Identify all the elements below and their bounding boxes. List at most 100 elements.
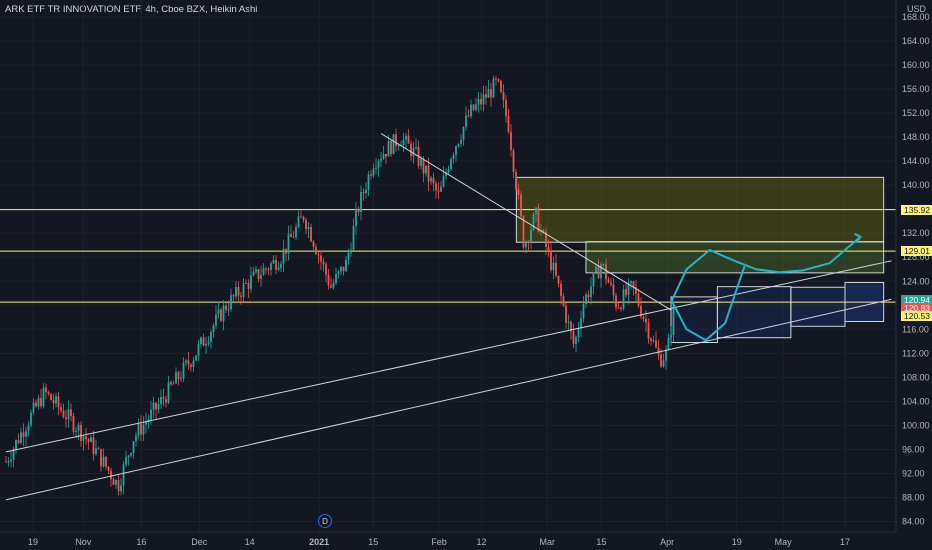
candle-body xyxy=(667,337,670,350)
candle-body xyxy=(57,396,60,408)
candle-body xyxy=(210,331,212,342)
candle-body xyxy=(115,479,117,485)
projection-curve[interactable] xyxy=(670,236,862,303)
candle-body xyxy=(332,283,335,288)
candle-body xyxy=(87,439,90,442)
lower-channel-line[interactable] xyxy=(5,298,892,501)
candle-body xyxy=(647,322,650,339)
candle-body xyxy=(187,360,190,365)
candle-body xyxy=(395,134,397,146)
candle-body xyxy=(67,409,70,420)
candle-body xyxy=(345,259,347,272)
candle-body xyxy=(620,307,622,310)
candle-body xyxy=(167,382,170,403)
price-tick-label: 132.00 xyxy=(902,228,930,238)
candle-body xyxy=(462,126,465,140)
candle-body xyxy=(342,266,345,272)
candle-body xyxy=(382,153,385,159)
descending-trendline[interactable] xyxy=(380,133,672,311)
candle-body xyxy=(580,318,582,329)
price-tick-label: 148.00 xyxy=(902,132,930,142)
candle-body xyxy=(347,252,350,260)
candle-body xyxy=(35,402,37,407)
time-tick-label: 15 xyxy=(596,537,606,547)
candle-body xyxy=(275,259,277,270)
candle-body xyxy=(670,335,672,338)
time-axis[interactable]: 19 Nov 16 Dec 14 2021 15 Feb 12 Mar 15 Apr 19 May 17 xyxy=(28,537,850,547)
candle-body xyxy=(50,393,52,401)
price-tick-label: 112.00 xyxy=(902,348,929,358)
candle-body xyxy=(560,283,562,297)
candle-body xyxy=(572,331,575,345)
candle-body xyxy=(97,448,100,450)
candle-body xyxy=(125,457,127,465)
candle-body xyxy=(595,266,597,273)
candle-body xyxy=(550,250,552,271)
time-tick-label: 16 xyxy=(136,537,146,547)
candle-body xyxy=(155,402,157,410)
candle-body xyxy=(270,263,272,271)
projection-arrowhead xyxy=(854,232,863,243)
price-axis[interactable]: 84.00 88.00 92.00 96.00 100.00 104.00 108.00 11… xyxy=(902,4,930,527)
candle-body xyxy=(40,397,42,407)
candle-body xyxy=(287,233,290,254)
candle-body xyxy=(42,387,45,407)
candle-body xyxy=(592,272,595,287)
candle-body xyxy=(412,147,415,157)
price-tag: 120.53 xyxy=(901,311,932,322)
candle-body xyxy=(352,225,355,250)
candle-body xyxy=(385,153,387,157)
candle-body xyxy=(90,437,92,442)
target-zone-box[interactable] xyxy=(585,241,885,274)
candle-body xyxy=(277,267,280,270)
upper-channel-line[interactable] xyxy=(5,260,892,453)
candle-body xyxy=(365,189,367,194)
candle-body xyxy=(565,305,567,323)
candle-body xyxy=(32,402,35,413)
candle-body xyxy=(172,383,175,385)
candle-body xyxy=(495,78,497,80)
candle-body xyxy=(410,143,412,157)
candle-body xyxy=(432,177,435,184)
candle-body xyxy=(242,283,245,297)
candle-body xyxy=(205,343,207,346)
candle-body xyxy=(437,190,440,192)
price-unit-label: USD xyxy=(907,4,927,14)
candle-body xyxy=(440,186,442,192)
candle-body xyxy=(55,396,57,404)
projection-curve-alt[interactable] xyxy=(670,265,746,342)
candle-body xyxy=(257,269,260,279)
candle-body xyxy=(532,214,535,230)
candle-body xyxy=(202,337,205,346)
candle-body xyxy=(452,154,455,159)
candle-body xyxy=(100,449,102,467)
candle-body xyxy=(405,135,407,140)
candle-body xyxy=(635,287,637,294)
projection-box-1[interactable] xyxy=(670,296,718,344)
price-tick-label: 88.00 xyxy=(902,492,925,502)
candle-body xyxy=(392,134,395,155)
candle-body xyxy=(525,242,527,248)
candle-body xyxy=(190,364,192,368)
candle-body xyxy=(220,309,222,322)
candle-body xyxy=(5,461,7,463)
horizontal-levels xyxy=(0,209,896,303)
candle-body xyxy=(225,305,227,310)
candle-body xyxy=(177,372,180,380)
time-tick-label: Feb xyxy=(431,537,447,547)
candle-body xyxy=(660,354,662,367)
candle-body xyxy=(477,99,480,105)
candle-body xyxy=(570,321,572,332)
dividend-marker-icon[interactable]: D xyxy=(318,514,332,528)
time-tick-label: May xyxy=(775,537,793,547)
candle-body xyxy=(132,441,135,453)
price-tick-label: 124.00 xyxy=(902,276,930,286)
candle-body xyxy=(137,423,140,436)
candle-body xyxy=(62,410,65,418)
price-tag: 120.83 xyxy=(901,302,932,313)
price-tag: 120.94 xyxy=(901,294,932,305)
candle-body xyxy=(307,227,310,230)
candle-body xyxy=(597,266,600,279)
candle-body xyxy=(390,141,392,155)
